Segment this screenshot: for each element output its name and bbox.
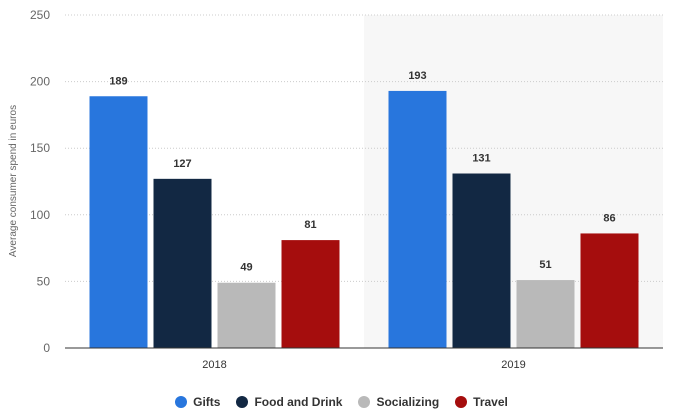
y-axis-label: Average consumer spend in euros: [8, 105, 19, 257]
y-tick-label: 250: [30, 8, 50, 22]
chart-plot: 0 50 100 150 200 250 189 127 49 81 193 131 51 86 201…: [8, 8, 663, 371]
legend-marker-icon: [358, 396, 371, 408]
legend-item-food-and-drink[interactable]: Food and Drink: [236, 395, 342, 409]
x-axis-ticks: 2018 2019: [202, 359, 525, 371]
legend-label: Gifts: [193, 395, 221, 409]
legend-label: Travel: [473, 395, 508, 409]
y-tick-label: 200: [30, 75, 50, 89]
bar-travel-2019: [580, 233, 639, 348]
legend-item-gifts[interactable]: Gifts: [175, 395, 220, 409]
legend-item-socializing[interactable]: Socializing: [358, 395, 439, 409]
data-label: 51: [539, 259, 551, 271]
legend-item-travel[interactable]: Travel: [455, 395, 508, 409]
bar-socializing-2019: [516, 280, 575, 348]
bar-gifts-2018: [89, 96, 148, 348]
y-axis-ticks: 0 50 100 150 200 250: [30, 8, 50, 355]
data-label: 49: [240, 262, 252, 274]
data-label: 81: [304, 219, 316, 231]
data-labels: 189 127 49 81 193 131 51 86: [109, 70, 615, 274]
bar-food-and-drink-2019: [452, 173, 511, 348]
bar-food-and-drink-2018: [153, 178, 212, 348]
bar-socializing-2018: [217, 282, 276, 348]
bar-travel-2018: [281, 240, 340, 348]
y-tick-label: 50: [37, 274, 51, 288]
data-label: 131: [472, 153, 490, 165]
legend-marker-icon: [236, 396, 249, 408]
x-tick-label: 2019: [501, 359, 525, 371]
data-label: 86: [603, 212, 615, 224]
data-label: 127: [173, 158, 191, 170]
legend-marker-icon: [175, 396, 188, 408]
legend-label: Socializing: [376, 395, 440, 409]
x-tick-label: 2018: [202, 359, 226, 371]
bars: [89, 90, 639, 348]
y-tick-label: 100: [30, 208, 50, 222]
data-label: 193: [408, 70, 426, 82]
legend-marker-icon: [455, 396, 468, 408]
y-tick-label: 0: [43, 341, 50, 355]
data-label: 189: [109, 75, 127, 87]
bar-gifts-2019: [388, 90, 447, 348]
legend-label: Food and Drink: [254, 395, 343, 409]
legend: Gifts Food and Drink Socializing Travel: [0, 395, 683, 409]
y-tick-label: 150: [30, 141, 50, 155]
